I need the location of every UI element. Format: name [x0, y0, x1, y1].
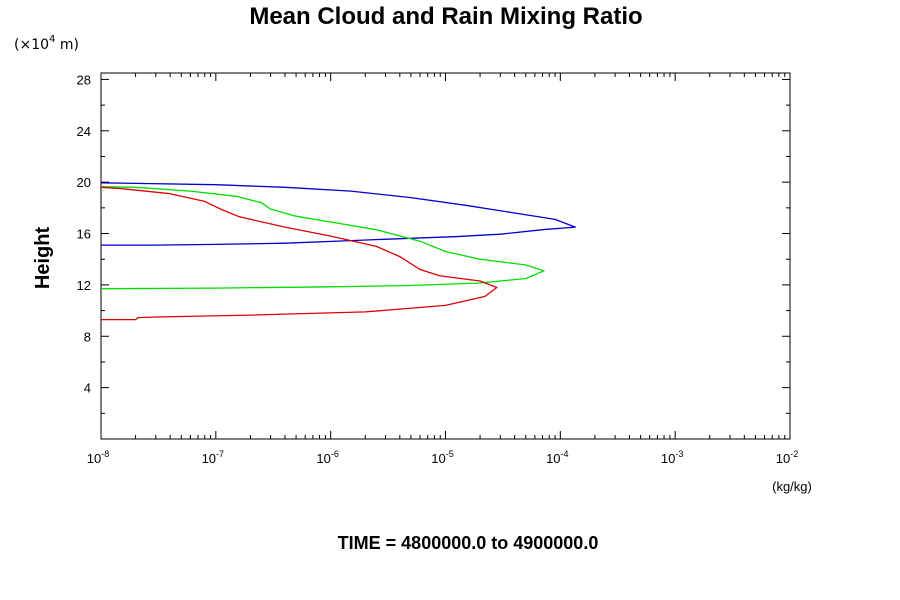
x-tick-exponent: -5 — [446, 449, 454, 459]
series-line-2 — [100, 186, 498, 321]
x-tick-label: 10-7 — [202, 449, 224, 466]
y-ticks: 4 8 12 16 20 24 28 — [77, 72, 790, 414]
x-tick-label: 10-8 — [87, 449, 109, 466]
x-axis-label: (kg/kg) — [772, 479, 812, 494]
y-tick-label: 20 — [77, 175, 91, 190]
y-tick-label: 28 — [77, 72, 91, 87]
y-tick-label: 12 — [77, 278, 91, 293]
x-tick-base: 10 — [661, 451, 675, 466]
plot-frame — [100, 72, 791, 440]
x-tick-base: 10 — [776, 451, 790, 466]
x-tick-base: 10 — [202, 451, 216, 466]
series-line-0 — [100, 182, 576, 246]
y-tick-label: 16 — [77, 227, 91, 242]
x-tick-exponent: -6 — [331, 449, 339, 459]
time-footer: TIME = 4800000.0 to 4900000.0 — [338, 533, 599, 553]
x-tick-exponent: -3 — [675, 449, 683, 459]
data-lines — [100, 182, 576, 321]
x-tick-base: 10 — [431, 451, 445, 466]
series-line-1 — [100, 186, 545, 290]
x-tick-label: 10-6 — [316, 449, 338, 466]
y-tick-label: 24 — [77, 124, 91, 139]
x-tick-exponent: -2 — [790, 449, 798, 459]
chart-title: Mean Cloud and Rain Mixing Ratio — [249, 3, 642, 30]
x-ticks: 10-8 10-7 10-6 10-5 10-4 10-3 10-2 — [87, 73, 798, 466]
y-unit-base: (×10 — [14, 37, 49, 53]
y-unit-exponent: 4 — [49, 34, 55, 45]
y-unit-tail: m) — [55, 37, 79, 53]
x-tick-label: 10-5 — [431, 449, 453, 466]
x-tick-label: 10-4 — [546, 449, 568, 466]
x-tick-base: 10 — [546, 451, 560, 466]
x-tick-label: 10-3 — [661, 449, 683, 466]
x-tick-label: 10-2 — [776, 449, 798, 466]
y-axis-label: Height — [32, 227, 54, 290]
x-tick-base: 10 — [87, 451, 101, 466]
x-tick-base: 10 — [316, 451, 330, 466]
x-tick-exponent: -8 — [101, 449, 109, 459]
y-tick-label: 4 — [84, 381, 91, 396]
x-tick-exponent: -7 — [216, 449, 224, 459]
y-tick-label: 8 — [84, 329, 91, 344]
y-unit-label: (×104 m) — [14, 34, 79, 53]
x-tick-exponent: -4 — [561, 449, 569, 459]
